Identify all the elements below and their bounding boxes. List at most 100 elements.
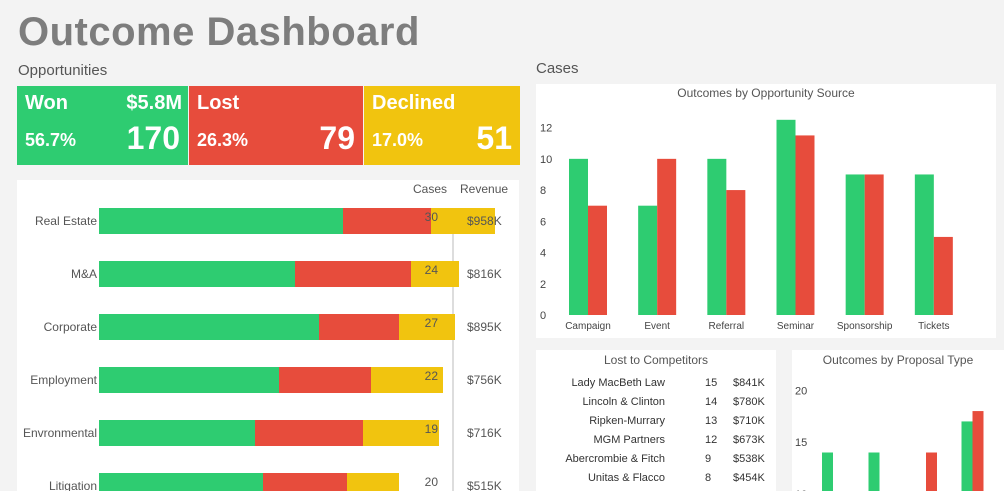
y-tick-label: 10 bbox=[540, 154, 552, 166]
competitor-row[interactable]: Lady MacBeth Law 15 $841K bbox=[536, 377, 776, 395]
row-label: Real Estate bbox=[35, 214, 97, 228]
won-label: Won bbox=[25, 92, 68, 114]
bar-lost bbox=[933, 236, 953, 315]
bar-won bbox=[707, 158, 727, 315]
bar-segment-lost bbox=[319, 314, 399, 340]
bar-segment-won bbox=[99, 420, 255, 446]
bar-won bbox=[638, 205, 658, 315]
competitor-revenue: $841K bbox=[733, 377, 765, 389]
competitor-row[interactable]: Ripken-Murrary 13 $710K bbox=[536, 415, 776, 433]
bar-lost bbox=[588, 205, 607, 315]
row-revenue: $958K bbox=[467, 214, 502, 228]
competitor-name: Lady MacBeth Law bbox=[571, 377, 665, 389]
competitor-row[interactable]: Unitas & Flacco 8 $454K bbox=[536, 472, 776, 490]
lost-label: Lost bbox=[197, 92, 240, 114]
bar-won bbox=[914, 174, 934, 315]
competitor-cases: 14 bbox=[705, 396, 718, 408]
proposal-type-title: Outcomes by Proposal Type bbox=[822, 353, 974, 367]
x-tick-label: Event bbox=[644, 321, 670, 332]
row-cases: 24 bbox=[425, 263, 439, 277]
competitor-cases: 15 bbox=[705, 377, 718, 389]
competitors-title: Lost to Competitors bbox=[603, 353, 709, 367]
bar-segment-won bbox=[99, 367, 279, 393]
bar-segment-declined bbox=[363, 420, 439, 446]
row-revenue: $816K bbox=[467, 267, 502, 281]
y-tick-label: 6 bbox=[540, 216, 546, 228]
bar-won bbox=[822, 452, 833, 491]
competitor-row[interactable]: MGM Partners 12 $673K bbox=[536, 434, 776, 452]
bar-segment-declined bbox=[371, 367, 443, 393]
row-label: M&A bbox=[71, 267, 97, 281]
y-tick-label: 12 bbox=[540, 123, 552, 135]
practice-stacked-bars: Real Estate 30 $958K M&A 24 $816K Corporate 27 $… bbox=[23, 208, 502, 491]
declined-label: Declined bbox=[372, 92, 456, 114]
row-cases: 19 bbox=[425, 422, 439, 436]
bar-segment-lost bbox=[263, 473, 347, 491]
y-tick-label: 10 bbox=[795, 489, 807, 491]
competitor-row[interactable]: Lincoln & Clinton 14 $780K bbox=[536, 396, 776, 414]
y-tick-label: 0 bbox=[540, 310, 546, 322]
bar-won bbox=[845, 174, 865, 315]
won-revenue: $5.8M bbox=[126, 92, 182, 114]
cases-label: Cases bbox=[536, 60, 579, 77]
revenue-header: Revenue bbox=[460, 182, 509, 196]
bar-won bbox=[569, 158, 588, 315]
x-tick-label: Referral bbox=[709, 321, 745, 332]
x-tick-label: Seminar bbox=[777, 321, 815, 332]
y-tick-label: 20 bbox=[795, 385, 807, 397]
competitor-cases: 12 bbox=[705, 434, 718, 446]
competitor-cases: 13 bbox=[705, 415, 718, 427]
competitor-revenue: $710K bbox=[733, 415, 765, 427]
competitor-cases: 9 bbox=[705, 453, 712, 465]
competitor-cases: 8 bbox=[705, 472, 712, 484]
competitors-panel: Lost to Competitors Lady MacBeth Law 15 $8… bbox=[536, 350, 776, 491]
x-tick-label: Campaign bbox=[565, 321, 611, 332]
bar-won bbox=[868, 452, 880, 491]
bar-segment-declined bbox=[411, 261, 459, 287]
row-label: Envronmental bbox=[23, 426, 97, 440]
opportunities-label: Opportunities bbox=[18, 62, 108, 79]
lost-tile[interactable]: Lost 26.3% 79 bbox=[189, 86, 363, 165]
x-tick-label: Sponsorship bbox=[837, 321, 893, 332]
won-count: 170 bbox=[126, 120, 180, 156]
competitor-name: Lincoln & Clinton bbox=[582, 396, 665, 408]
y-tick-label: 4 bbox=[540, 248, 546, 260]
lost-percent: 26.3% bbox=[197, 130, 249, 150]
bar-lost bbox=[864, 174, 884, 315]
row-revenue: $895K bbox=[467, 320, 502, 334]
y-tick-label: 15 bbox=[795, 437, 807, 449]
competitor-name: Unitas & Flacco bbox=[587, 472, 665, 484]
row-revenue: $756K bbox=[467, 373, 502, 387]
bar-lost bbox=[972, 411, 984, 491]
competitor-name: Abercrombie & Fitch bbox=[565, 453, 665, 465]
row-cases: 22 bbox=[425, 369, 439, 383]
row-cases: 20 bbox=[425, 475, 439, 489]
declined-tile[interactable]: Declined 17.0% 51 bbox=[364, 86, 520, 165]
competitor-row[interactable]: Abercrombie & Fitch 9 $538K bbox=[536, 453, 776, 471]
proposal-type-panel: Outcomes by Proposal Type 10 15 20 bbox=[792, 350, 1004, 491]
competitor-revenue: $538K bbox=[733, 453, 765, 465]
won-tile[interactable]: Won $5.8M 56.7% 170 bbox=[17, 86, 188, 165]
page-title: Outcome Dashboard bbox=[18, 10, 420, 54]
competitor-name: MGM Partners bbox=[593, 434, 665, 446]
row-revenue: $716K bbox=[467, 426, 502, 440]
row-label: Employment bbox=[30, 373, 97, 387]
row-revenue: $515K bbox=[467, 479, 502, 491]
row-label: Corporate bbox=[44, 320, 98, 334]
row-cases: 27 bbox=[425, 316, 439, 330]
competitor-name: Ripken-Murrary bbox=[589, 415, 665, 427]
practice-area-panel: Cases Revenue Real Estate 30 $958K M&A 24 $81… bbox=[17, 180, 519, 491]
bar-segment-lost bbox=[295, 261, 411, 287]
lost-count: 79 bbox=[319, 120, 355, 156]
bar-segment-lost bbox=[343, 208, 431, 234]
bar-segment-declined bbox=[347, 473, 399, 491]
proposal-type-chart: 10 15 20 bbox=[795, 385, 984, 491]
bar-segment-won bbox=[99, 261, 295, 287]
bar-lost bbox=[926, 452, 937, 491]
bar-lost bbox=[657, 158, 677, 315]
bar-won bbox=[961, 421, 973, 491]
bar-won bbox=[776, 119, 796, 315]
y-tick-label: 2 bbox=[540, 279, 546, 291]
competitor-revenue: $780K bbox=[733, 396, 765, 408]
bar-segment-declined bbox=[431, 208, 495, 234]
